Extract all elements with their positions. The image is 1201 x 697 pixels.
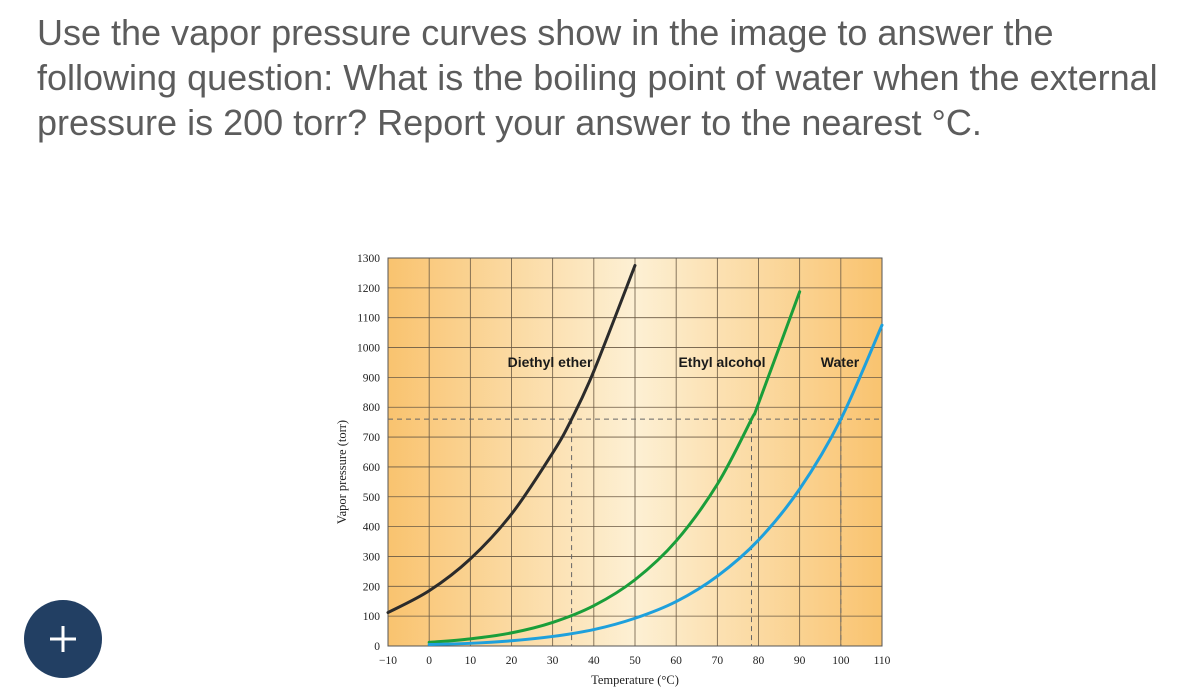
add-button[interactable] (24, 600, 102, 678)
y-tick-label: 0 (374, 641, 380, 653)
series-label: Ethyl alcohol (678, 354, 765, 370)
x-tick-label: 40 (588, 655, 600, 667)
x-tick-label: 60 (670, 655, 682, 667)
y-tick-label: 400 (363, 522, 381, 534)
y-axis-title: Vapor pressure (torr) (335, 420, 349, 524)
x-tick-label: 50 (629, 655, 641, 667)
x-tick-label: 0 (426, 655, 432, 667)
y-tick-label: 500 (363, 492, 381, 504)
y-tick-label: 1200 (357, 283, 380, 295)
vapor-pressure-chart: Diethyl ether Ethyl alcohol Water 01002003… (335, 253, 891, 687)
y-tick-label: 1300 (357, 253, 380, 265)
y-tick-label: 1000 (357, 343, 380, 355)
x-tick-label: 70 (712, 655, 724, 667)
x-tick-label: 10 (465, 655, 477, 667)
plot-frame (387, 257, 883, 647)
series-label: Water (821, 354, 860, 370)
y-tick-label: 800 (363, 402, 381, 414)
x-tick-label: 30 (547, 655, 559, 667)
y-tick-label: 600 (363, 462, 381, 474)
x-tick-label: 90 (794, 655, 806, 667)
x-tick-label: 110 (874, 655, 891, 667)
y-tick-label: 300 (363, 551, 381, 563)
x-tick-label: 20 (506, 655, 518, 667)
y-tick-label: 100 (363, 611, 381, 623)
series-line-water (427, 323, 884, 647)
series-label: Diethyl ether (508, 354, 593, 370)
y-tick-label: 900 (363, 372, 381, 384)
series-line-ethyl-alcohol (427, 290, 802, 644)
question-text: Use the vapor pressure curves show in th… (37, 12, 1158, 143)
y-tick-label: 1100 (357, 313, 380, 325)
x-axis-title: Temperature (°C) (591, 673, 679, 687)
plus-icon (50, 626, 76, 652)
series-line-diethyl-ether (386, 263, 637, 615)
y-tick-label: 200 (363, 581, 381, 593)
x-tick-label: −10 (379, 655, 397, 667)
x-tick-label: 80 (753, 655, 765, 667)
y-tick-label: 700 (363, 432, 381, 444)
x-tick-label: 100 (832, 655, 850, 667)
